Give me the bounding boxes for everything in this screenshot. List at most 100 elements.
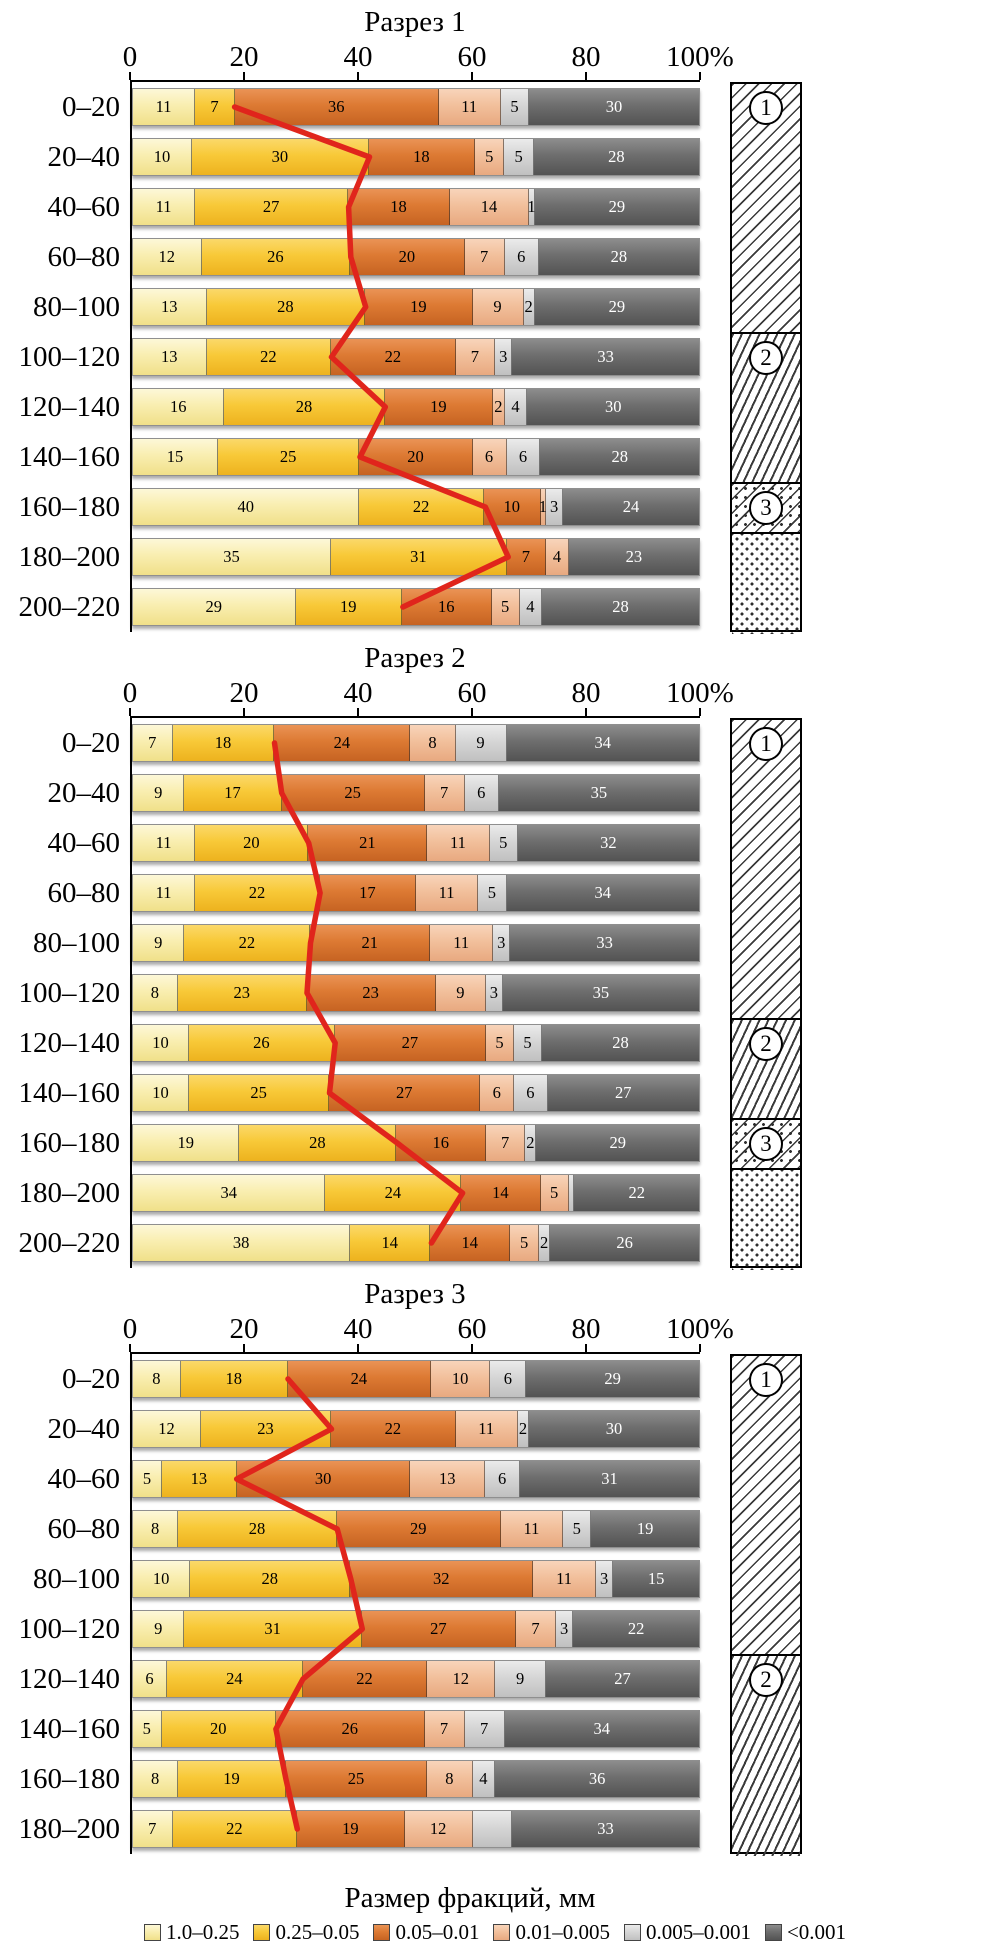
bar-segment: 23 [568,539,699,575]
bar-segment: 28 [224,389,385,425]
bar-segment [472,1811,513,1847]
legend-item: 0.25–0.05 [253,1920,359,1945]
bar-segment: 18 [368,139,475,175]
legend-label: 1.0–0.25 [165,1920,240,1944]
stacked-bar: 11 7 36 11 5 30 [132,88,700,126]
bar-segment: 11 [133,825,196,861]
bar-segment: 11 [133,89,196,125]
legend-label: <0.001 [786,1920,847,1944]
depth-row: 180–200 35 31 7 4 23 [19,532,700,582]
bar-segment: 20 [161,1711,276,1747]
depth-label: 100–120 [18,1612,121,1645]
legend-swatch-icon [493,1924,511,1941]
legend-swatch-icon [373,1924,391,1941]
bar-segment: 5 [510,1225,539,1261]
bar-segment: 5 [133,1461,162,1497]
bar-segment: 19 [591,1511,699,1547]
bar-segment: 28 [540,439,699,475]
bar-segment: 26 [275,1711,425,1747]
bar-segment: 22 [206,339,332,375]
x-tick-mark [471,708,473,716]
bar-segment: 28 [542,589,699,625]
bar-segment: 24 [287,1361,431,1397]
depth-row: 140–160 10 25 27 6 6 27 [19,1068,700,1118]
chart-section-2: Разрез 2 0 20 40 60 80 100% 0–20 7 18 24 8 9 34 20–4… [0,638,990,1270]
stacked-bar: 10 30 18 5 5 28 [132,138,700,176]
x-tick-label: 80 [571,1313,601,1345]
bar-segment: 27 [329,1075,481,1111]
strat-layer: 2 [732,334,800,484]
bar-segment: 32 [517,825,699,861]
legend-items: 1.0–0.25 0.25–0.05 0.05–0.01 0.01–0.005 0.00… [0,1920,990,1945]
depth-label: 120–140 [18,390,121,423]
x-tick-label: 100% [666,41,734,73]
bar-segment: 34 [506,875,699,911]
rows: 0–20 7 18 24 8 9 34 20–40 9 17 25 7 6 35 40–60 11 20 21 11… [19,716,802,1270]
bar-segment: 18 [180,1361,288,1397]
bar-segment: 29 [133,589,296,625]
bar-segment: 22 [574,1175,699,1211]
bar-segment: 38 [133,1225,351,1261]
stacked-bar: 38 14 14 5 2 26 [132,1224,700,1262]
bar-segment: 8 [410,725,456,761]
x-tick-label: 60 [457,1313,487,1345]
depth-label: 120–140 [18,1662,121,1695]
depth-row: 120–140 16 28 19 2 4 30 [19,382,700,432]
bar-segment: 26 [189,1025,335,1061]
bar-segment: 5 [500,89,530,125]
stacked-bar: 13 22 22 7 3 33 [132,338,700,376]
bar-segment: 7 [464,1711,505,1747]
x-tick-label: 20 [229,677,259,709]
bar-segment: 3 [493,925,511,961]
chart-title: Разрез 1 [364,6,466,38]
x-tick-label: 40 [343,1313,373,1345]
bar-segment: 16 [133,389,225,425]
bar-segment: 5 [563,1511,592,1547]
depth-row: 200–220 38 14 14 5 2 26 [19,1218,700,1268]
x-axis: 0 20 40 60 80 100% [123,41,734,80]
bar-segment: 14 [449,189,530,225]
bar-segment: 22 [331,339,456,375]
stacked-bar: 13 28 19 9 2 29 [132,288,700,326]
stacked-bar: 12 23 22 11 2 30 [132,1410,700,1448]
x-tick-label: 20 [229,41,259,73]
depth-label: 200–220 [18,590,121,623]
bar-segment: 31 [331,539,507,575]
bar-segment: 9 [133,925,185,961]
bar-segment: 7 [516,1611,557,1647]
depth-row: 140–160 15 25 20 6 6 28 [19,432,700,482]
bar-segment: 7 [486,1125,526,1161]
legend-label: 0.01–0.005 [515,1920,610,1944]
bar-segment: 5 [540,1175,569,1211]
depth-row: 60–80 12 26 20 7 6 28 [48,232,700,282]
bar-segment: 5 [514,1025,543,1061]
depth-row: 180–200 34 24 14 5 22 [19,1168,700,1218]
stacked-bar: 8 28 29 11 5 19 [132,1510,700,1548]
stacked-bar: 15 25 20 6 6 28 [132,438,700,476]
strat-column: 1 2 3 [730,82,802,634]
depth-row: 60–80 11 22 17 11 5 34 [48,868,700,918]
bar-segment: 12 [404,1811,473,1847]
bar-segment: 5 [474,139,505,175]
bar-segment: 31 [519,1461,699,1497]
bar-segment [568,1175,575,1211]
bar-segment: 12 [133,1411,201,1447]
x-axis: 0 20 40 60 80 100% [123,677,734,716]
bar-segment: 11 [500,1511,564,1547]
stacked-bar: 35 31 7 4 23 [132,538,700,576]
bar-segment: 8 [133,975,178,1011]
legend: Размер фракций, мм 1.0–0.25 0.25–0.05 0.05… [0,1878,990,1945]
bar-segment: 5 [133,1711,162,1747]
bar-segment: 11 [133,189,196,225]
bar-segment: 6 [506,439,541,475]
bar-segment: 14 [350,1225,431,1261]
x-tick-label: 100% [666,677,734,709]
depth-label: 140–160 [18,1712,121,1745]
depth-row: 160–180 40 22 10 1 3 24 [19,482,700,532]
x-tick-label: 0 [122,677,138,709]
depth-row: 20–40 12 23 22 11 2 30 [48,1404,700,1454]
bar-segment: 8 [133,1761,179,1797]
legend-item: 1.0–0.25 [143,1920,240,1945]
x-axis: 0 20 40 60 80 100% [123,1313,734,1352]
